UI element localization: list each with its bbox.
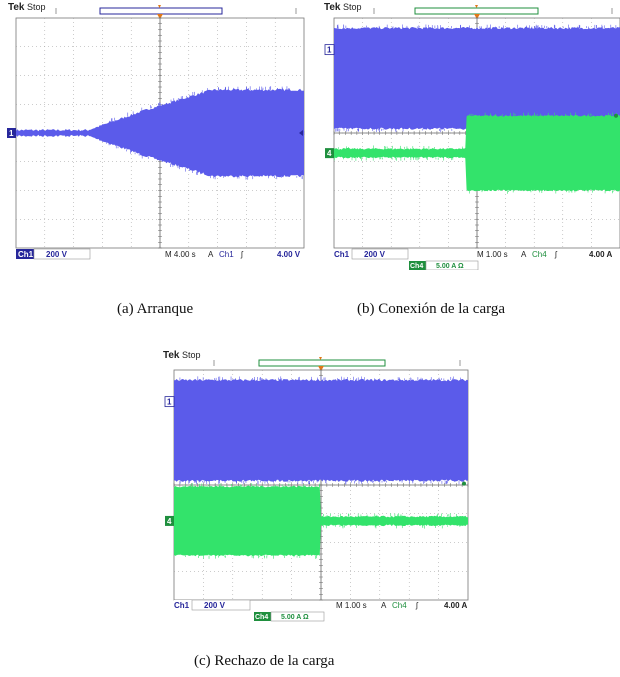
scope-panel-arranque: Tek Stop ▾ 1 Ch1 200 V M 4.00 s A Ch1 ʃ … <box>0 0 310 317</box>
ch1-waveform <box>16 88 304 178</box>
acquisition-state: Stop <box>182 350 201 360</box>
trigger-mode: A <box>208 250 214 259</box>
ch4-tag: Ch4 <box>410 263 423 270</box>
trigger-level: 4.00 A <box>444 601 467 610</box>
waveforms <box>334 24 620 194</box>
trigger-level: 4.00 A <box>589 250 612 259</box>
trigger-source: Ch4 <box>532 250 547 259</box>
scope-header: Tek Stop <box>8 2 46 13</box>
ch1-tag: Ch1 <box>18 250 34 259</box>
ch1-scale-box <box>33 248 91 260</box>
acquisition-state: Stop <box>27 2 46 12</box>
ch1-waveform <box>174 378 468 482</box>
channel-markers: 1 4 <box>164 396 175 526</box>
ch1-trigger-level-marker <box>299 130 303 136</box>
brand-label: Tek <box>163 350 180 361</box>
scope-panel-rechazo: Tek Stop ▾ 1 4 Ch1 200 V M 1.00 s A Ch4 … <box>156 348 476 669</box>
scope-header: Tek Stop <box>163 350 201 361</box>
ch1-tag: Ch1 <box>174 601 190 610</box>
ch4-waveform <box>334 114 620 192</box>
ch1-tag-bg <box>16 249 34 259</box>
channel-markers: 1 4 <box>324 44 335 159</box>
ch4-marker-label: 4 <box>167 517 172 526</box>
ch1-scale-box <box>191 599 251 611</box>
ch1-scale: 200 V <box>364 250 386 259</box>
ch4-scale-box <box>425 260 479 270</box>
trigger-position-marker <box>157 14 163 19</box>
scope-screen: ▾ 1 4 Ch1 200 V M 1.00 s A Ch4 ʃ 4.00 A … <box>324 4 620 270</box>
ch1-waveform <box>334 26 620 130</box>
channel-markers: 1 <box>7 128 16 138</box>
record-trigger-icon: ▾ <box>319 356 322 362</box>
trigger-source: Ch4 <box>392 601 407 610</box>
caption: (a) Arranque <box>117 301 194 317</box>
ch1-ground-marker: 1 <box>7 128 16 138</box>
ch4-tag-bg <box>409 261 426 270</box>
ch4-waveform <box>174 485 468 557</box>
trigger-slope-icon: ʃ <box>415 601 419 610</box>
ch4-scale-box <box>270 611 325 622</box>
status-bar: Ch1 200 V M 1.00 s A Ch4 ʃ 4.00 A Ch4 5.… <box>174 599 467 622</box>
ch4-trigger-level-marker <box>614 113 618 118</box>
ch4-scale: 5.00 A Ω <box>436 263 464 270</box>
caption: (b) Conexión de la carga <box>357 301 506 317</box>
timebase: M 1.00 s <box>336 601 367 610</box>
ch4-ground-marker: 4 <box>325 148 334 159</box>
trigger-source: Ch1 <box>219 250 234 259</box>
scope-screen: ▾ 1 4 Ch1 200 V M 1.00 s A Ch4 ʃ 4.00 A … <box>164 356 469 622</box>
ch1-tag-bg <box>174 600 192 610</box>
ch1-marker-label: 1 <box>327 46 332 55</box>
status-bar: Ch1 200 V M 1.00 s A Ch4 ʃ 4.00 A Ch4 5.… <box>334 248 612 270</box>
ch4-marker-label: 4 <box>327 149 332 158</box>
status-bar: Ch1 200 V M 4.00 s A Ch1 ʃ 4.00 V <box>16 248 301 260</box>
record-trigger-icon: ▾ <box>475 4 478 10</box>
trigger-position-marker <box>474 14 480 19</box>
timebase: M 4.00 s <box>165 250 196 259</box>
brand-label: Tek <box>324 2 341 13</box>
ch1-ground-marker: 1 <box>164 396 175 408</box>
ch4-trigger-level-marker <box>462 481 466 486</box>
ch1-scale: 200 V <box>204 601 226 610</box>
ch4-tag: Ch4 <box>255 614 268 621</box>
record-length-bar: ▾ <box>213 356 461 371</box>
ch1-scale-box <box>351 248 409 260</box>
trigger-mode: A <box>381 601 387 610</box>
trigger-position-marker <box>318 366 324 371</box>
ch4-scale: 5.00 A Ω <box>281 614 309 621</box>
timebase: M 1.00 s <box>477 250 508 259</box>
scope-panel-conexion: Tek Stop ▾ 1 4 Ch1 200 V M 1.00 s A Ch4 … <box>312 0 620 317</box>
ch1-tag: Ch1 <box>334 250 350 259</box>
waveforms <box>174 376 468 559</box>
scope-screen: ▾ 1 Ch1 200 V M 4.00 s A Ch1 ʃ 4.00 V <box>7 4 305 260</box>
ch1-scale: 200 V <box>46 250 68 259</box>
ch1-marker-label: 1 <box>167 398 172 407</box>
trigger-slope-icon: ʃ <box>240 250 244 259</box>
trigger-mode: A <box>521 250 527 259</box>
record-length-bar: ▾ <box>373 4 613 19</box>
ch4-tag-bg <box>254 612 271 621</box>
record-length-bar: ▾ <box>55 4 297 19</box>
acquisition-state: Stop <box>343 2 362 12</box>
brand-label: Tek <box>8 2 25 13</box>
trigger-level: 4.00 V <box>277 250 301 259</box>
trigger-slope-icon: ʃ <box>554 250 558 259</box>
scope-header: Tek Stop <box>324 2 362 13</box>
ch1-marker-label: 1 <box>9 129 14 138</box>
ch4-ground-marker: 4 <box>165 515 174 526</box>
ch1-ground-marker: 1 <box>324 44 335 56</box>
caption: (c) Rechazo de la carga <box>194 653 335 669</box>
ch1-tag-bg <box>334 249 352 259</box>
waveforms <box>16 86 304 180</box>
record-trigger-icon: ▾ <box>158 4 161 10</box>
